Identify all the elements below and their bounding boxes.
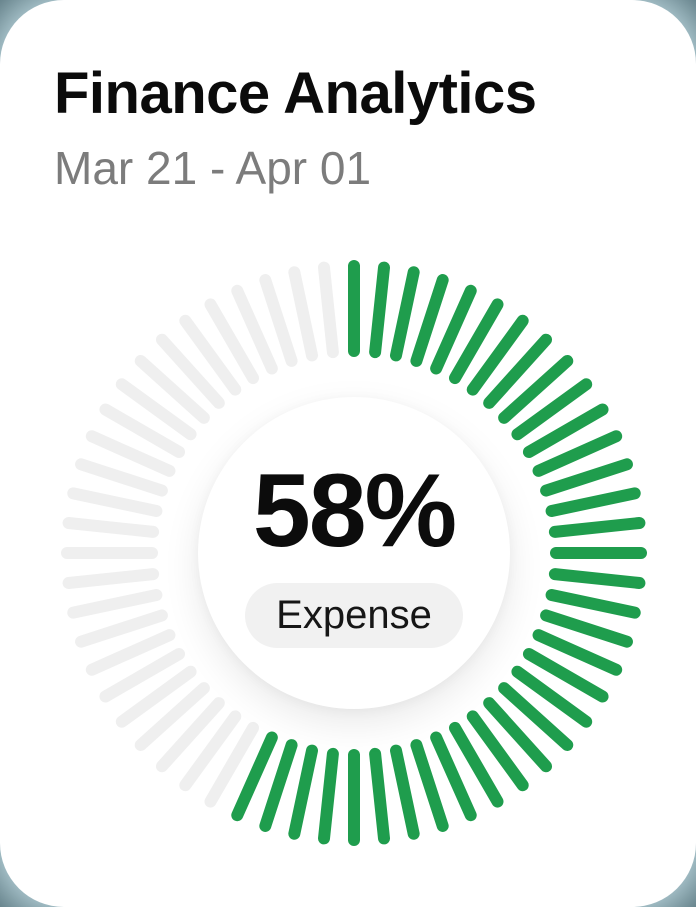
date-range: Mar 21 - Apr 01: [54, 142, 372, 194]
gauge-ticks-chart: [61, 260, 647, 846]
page-title: Finance Analytics: [54, 61, 537, 126]
expense-badge-label: Expense: [276, 592, 432, 637]
expense-badge: Expense: [245, 582, 463, 648]
expense-gauge: 58% Expense: [54, 253, 654, 853]
gauge-center-circle: 58% Expense: [198, 397, 510, 709]
gauge-percent-value: 58%: [252, 452, 457, 569]
